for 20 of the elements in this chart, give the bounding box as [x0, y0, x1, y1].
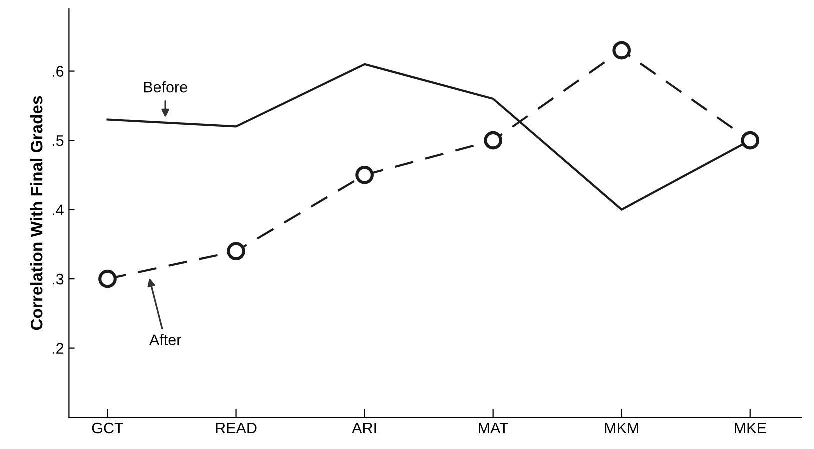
text: After — [149, 334, 182, 346]
y-tick-label: .4 — [52, 204, 64, 216]
x-tick-label: READ — [216, 422, 257, 434]
x-tick-label: MKM — [605, 422, 638, 434]
y-axis-title: Correlation With Final Grades — [30, 96, 43, 330]
point — [612, 41, 632, 60]
y-tick-label: .2 — [52, 343, 64, 354]
point — [484, 131, 502, 150]
y-tick-label: .3 — [52, 274, 64, 285]
point — [356, 166, 374, 184]
series-label: Before — [144, 82, 188, 93]
point — [98, 270, 117, 288]
x-tick-label: ARI — [352, 422, 376, 434]
y-tick-label: .5 — [52, 136, 64, 146]
point — [227, 242, 246, 261]
x-tick-label: MAT — [479, 422, 509, 434]
x-tick-label: GCT — [92, 422, 124, 434]
point — [741, 131, 760, 150]
y-tick-label: .6 — [52, 66, 64, 77]
x-tick-label: MKE — [735, 422, 766, 434]
